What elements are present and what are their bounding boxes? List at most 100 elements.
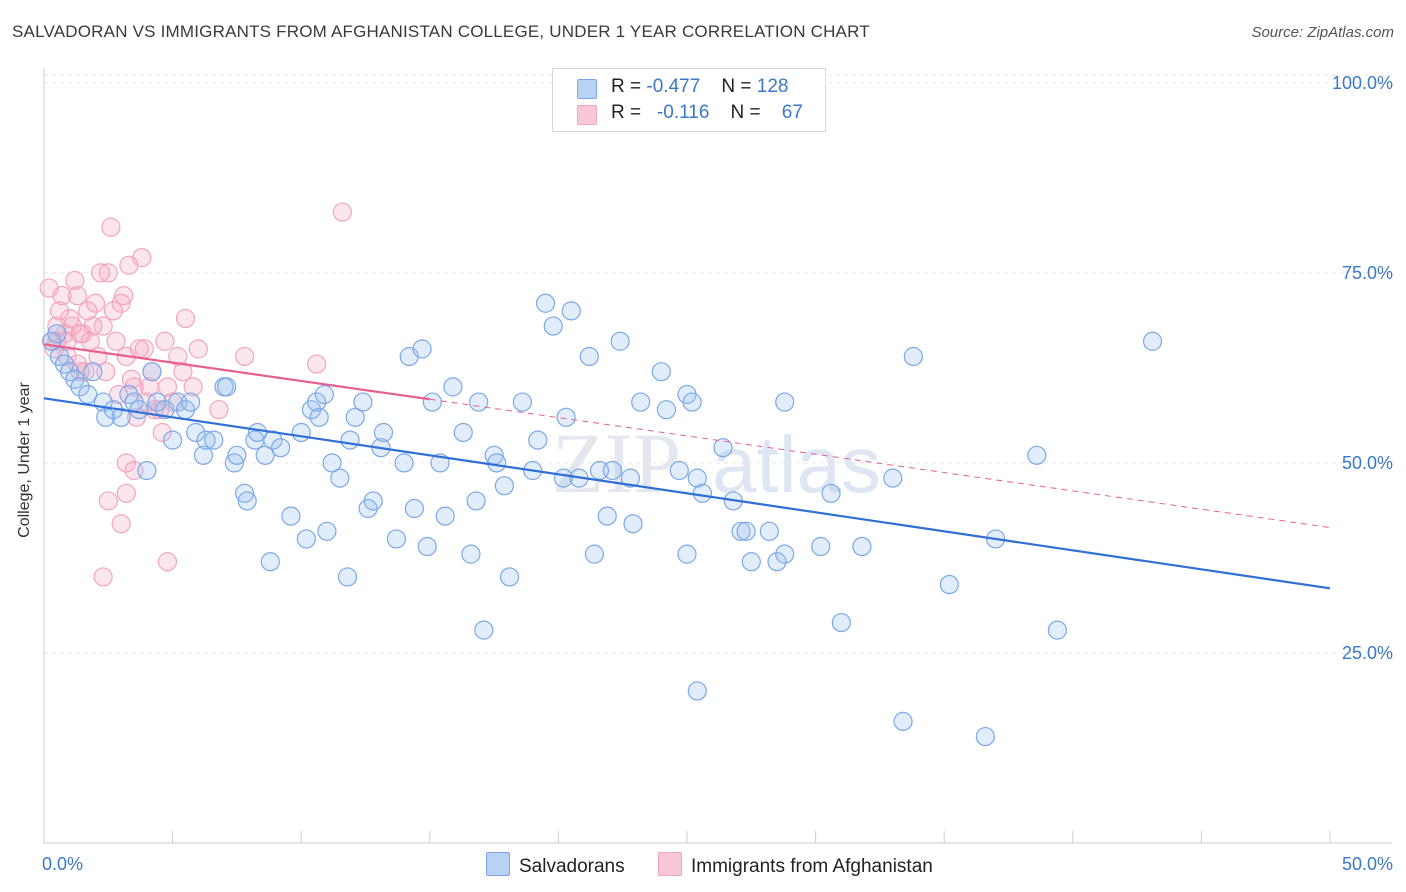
point-afghanistan (152, 422, 172, 443)
point-salvadorans (939, 574, 959, 595)
point-salvadorans (610, 331, 630, 351)
point-salvadorans (314, 384, 334, 405)
point-salvadorans (235, 483, 255, 503)
legend-swatch-afghanistan (577, 105, 597, 125)
point-salvadorans (163, 430, 183, 450)
legend-swatch-salvadorans (577, 79, 597, 99)
point-salvadorans (422, 392, 442, 412)
point-afghanistan (103, 301, 124, 321)
point-salvadorans (147, 392, 167, 412)
point-afghanistan (168, 346, 188, 367)
point-afghanistan (235, 346, 255, 367)
point-afghanistan (132, 248, 152, 268)
point-salvadorans (736, 521, 756, 541)
point-afghanistan (101, 217, 121, 237)
point-afghanistan (111, 293, 131, 313)
point-salvadorans (883, 468, 903, 488)
point-salvadorans (281, 506, 301, 526)
point-salvadorans (111, 407, 131, 427)
point-afghanistan (188, 339, 208, 359)
bottom-legend-salvadorans[interactable]: Salvadorans (486, 852, 625, 878)
point-salvadorans (204, 430, 224, 450)
point-salvadorans (404, 498, 424, 519)
point-salvadorans (975, 726, 995, 747)
point-afghanistan (49, 301, 70, 321)
point-salvadorans (435, 506, 455, 526)
legend-r-afghanistan: -0.116 (656, 102, 710, 123)
point-salvadorans (677, 544, 697, 564)
point-afghanistan (83, 316, 103, 336)
point-salvadorans (651, 362, 671, 382)
point-salvadorans (186, 422, 206, 443)
series-afghanistan (39, 202, 352, 587)
x-tick-label-max: 50.0% (1342, 854, 1393, 874)
point-salvadorans (47, 324, 67, 344)
legend-n-afghanistan: 67 (781, 102, 803, 123)
point-salvadorans (386, 529, 406, 549)
point-salvadorans (512, 392, 532, 412)
point-salvadorans (597, 506, 617, 526)
point-salvadorans (227, 445, 247, 465)
point-salvadorans (831, 612, 851, 633)
point-salvadorans (811, 536, 831, 557)
point-afghanistan (114, 286, 134, 306)
chart-title: SALVADORAN VS IMMIGRANTS FROM AFGHANISTA… (12, 22, 870, 41)
point-salvadorans (443, 377, 463, 397)
y-tick-label-25: 25.0% (1342, 643, 1393, 663)
point-salvadorans (461, 544, 481, 564)
point-salvadorans (775, 392, 795, 412)
point-salvadorans (83, 362, 103, 382)
point-afghanistan (98, 491, 118, 511)
point-afghanistan (60, 308, 80, 329)
point-salvadorans (852, 536, 872, 557)
point-salvadorans (775, 544, 795, 564)
point-salvadorans (535, 293, 556, 313)
point-afghanistan (72, 324, 93, 344)
trend-line-afghanistan-extension (429, 398, 1331, 529)
point-salvadorans (713, 438, 733, 458)
point-salvadorans (741, 552, 761, 572)
point-salvadorans (340, 430, 360, 450)
point-afghanistan (78, 301, 98, 321)
point-salvadorans (631, 392, 651, 412)
point-salvadorans (487, 453, 507, 473)
point-salvadorans (579, 346, 599, 367)
point-salvadorans (821, 483, 841, 503)
watermark-atlas: atlas (712, 420, 881, 509)
legend-n-label: N = (730, 102, 761, 123)
point-afghanistan (175, 308, 196, 329)
point-salvadorans (620, 468, 641, 488)
point-salvadorans (309, 407, 329, 427)
point-afghanistan (173, 362, 193, 382)
point-afghanistan (93, 316, 113, 336)
point-salvadorans (78, 384, 98, 405)
point-salvadorans (602, 460, 623, 481)
legend-r-label: R = (611, 102, 642, 123)
point-afghanistan (108, 384, 129, 405)
point-salvadorans (296, 529, 316, 549)
point-afghanistan (332, 202, 352, 222)
point-afghanistan (52, 286, 72, 306)
point-afghanistan (106, 331, 126, 351)
point-salvadorans (137, 460, 157, 481)
point-afghanistan (121, 369, 142, 389)
point-salvadorans (196, 430, 216, 450)
point-salvadorans (307, 392, 327, 412)
point-salvadorans (682, 392, 702, 412)
bottom-legend-label-salvadorans: Salvadorans (519, 856, 625, 877)
point-salvadorans (70, 377, 90, 397)
point-afghanistan (116, 453, 136, 473)
point-salvadorans (466, 491, 486, 511)
point-salvadorans (353, 392, 373, 412)
point-salvadorans (224, 453, 244, 473)
point-salvadorans (417, 536, 437, 557)
series-salvadorans (42, 293, 1163, 747)
point-salvadorans (260, 552, 280, 572)
point-salvadorans (1027, 445, 1047, 465)
y-tick-label-100: 100.0% (1332, 73, 1393, 93)
legend-r-label: R = (611, 76, 642, 97)
point-afghanistan (157, 552, 178, 572)
point-salvadorans (237, 491, 257, 511)
point-salvadorans (669, 460, 689, 481)
bottom-legend-afghanistan[interactable]: Immigrants from Afghanistan (658, 852, 933, 878)
